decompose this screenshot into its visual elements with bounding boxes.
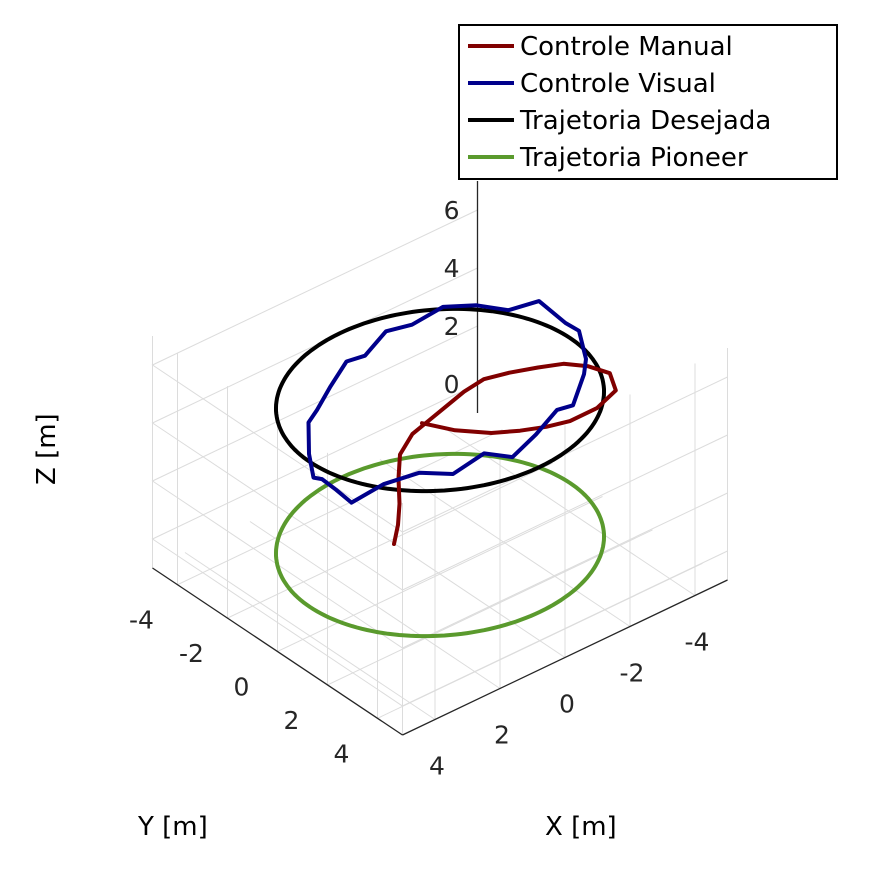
y-tick-label: -4 (129, 606, 154, 635)
z-tick-label: 4 (444, 254, 460, 283)
legend-entry: Controle Visual (520, 69, 716, 99)
z-axis-label: Z [m] (32, 413, 62, 485)
series-line-trajetoria-pioneer (274, 451, 606, 639)
y-axis-label: Y [m] (137, 812, 208, 842)
x-tick-label: 0 (559, 690, 575, 719)
z-tick-label: 6 (444, 196, 460, 225)
z-tick-label: 2 (444, 312, 460, 341)
z-tick-label: 0 (444, 370, 460, 399)
x-axis-line (402, 579, 728, 736)
legend-box (458, 24, 838, 180)
legend-entry: Trajetoria Pioneer (519, 143, 748, 173)
grid-line-x (444, 363, 696, 597)
series-line-controle-manual (392, 361, 618, 546)
grid-line-z (151, 209, 728, 533)
y-tick-label: -2 (179, 639, 204, 668)
tick-labels: -4 -2 0 2 4 -4 -2 0 2 4 0 2 4 6 (129, 196, 709, 781)
legend: Controle Manual Controle Visual Trajetoria… (458, 24, 838, 180)
data-series (274, 299, 618, 639)
y-axis-line (152, 567, 403, 736)
grid-line-x (314, 425, 566, 659)
axes (152, 181, 728, 736)
x-tick-label: -2 (620, 659, 645, 688)
series-line-controle-visual (306, 299, 588, 505)
y-tick-label: 2 (284, 706, 300, 735)
grid-line-z (151, 325, 728, 649)
grid-line-z (151, 383, 728, 707)
x-tick-label: 2 (494, 721, 510, 750)
legend-entry: Trajetoria Desejada (519, 106, 771, 136)
x-axis-label: X [m] (545, 812, 617, 842)
series-line-trajetoria-desejada (274, 306, 606, 494)
y-tick-label: 0 (234, 673, 250, 702)
x-tick-label: -4 (685, 628, 710, 657)
legend-entry: Controle Manual (520, 32, 733, 62)
y-tick-label: 4 (334, 739, 350, 768)
x-tick-label: 4 (429, 752, 445, 781)
